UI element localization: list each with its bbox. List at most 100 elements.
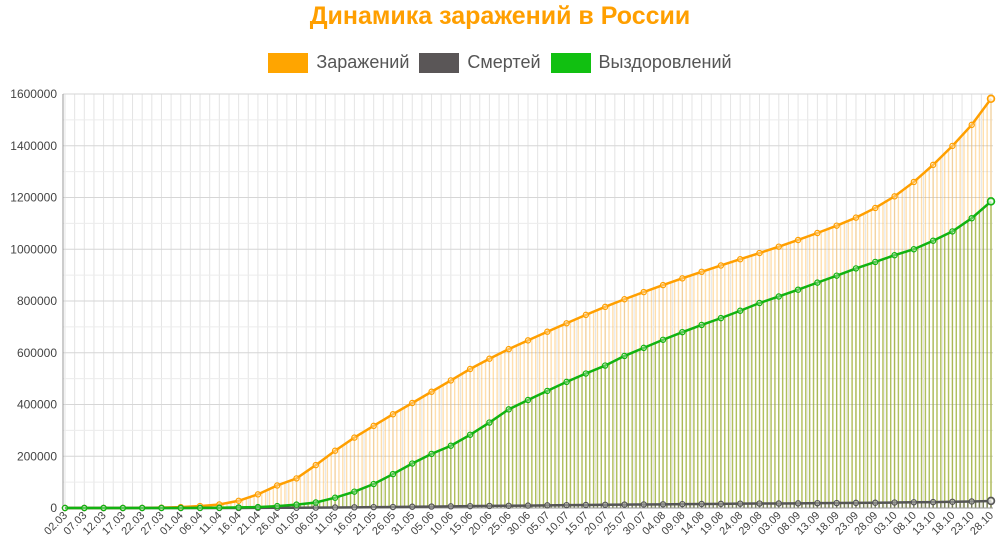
data-point-infections: [370, 422, 377, 430]
data-point-infections: [254, 491, 262, 498]
data-point-recoveries: [698, 321, 705, 329]
data-point-infections: [389, 411, 397, 418]
data-point-recoveries: [601, 362, 609, 369]
data-point-recoveries: [794, 286, 802, 293]
data-point-end-deaths: [986, 496, 996, 506]
data-point-recoveries: [891, 252, 898, 259]
data-point-deaths: [814, 499, 821, 507]
data-point-recoveries: [505, 406, 512, 413]
data-point-infections: [351, 434, 358, 441]
data-point-infections: [910, 178, 918, 186]
data-point-infections: [524, 337, 532, 344]
data-point-infections: [544, 328, 551, 335]
data-point-infections: [293, 475, 300, 482]
data-point-infections: [466, 365, 474, 373]
data-point-deaths: [409, 503, 416, 510]
data-point-infections: [582, 311, 590, 319]
data-point-end-recoveries: [986, 197, 996, 206]
y-tick-label: 800000: [17, 294, 57, 308]
chart-legend: Заражений Смертей Выздоровлений: [0, 52, 1000, 73]
data-point-recoveries: [717, 314, 725, 322]
data-point-recoveries: [100, 504, 107, 512]
data-point-deaths: [659, 501, 667, 508]
data-point-recoveries: [370, 480, 377, 488]
data-point-deaths: [891, 499, 898, 506]
data-point-deaths: [872, 499, 879, 506]
data-point-infections: [833, 222, 840, 229]
data-point-deaths: [698, 500, 705, 508]
data-point-recoveries: [910, 246, 918, 253]
data-point-infections: [563, 320, 570, 327]
data-point-deaths: [794, 500, 802, 507]
data-point-recoveries: [563, 378, 570, 386]
data-point-deaths: [563, 501, 570, 509]
data-point-infections: [872, 204, 879, 212]
data-point-recoveries: [138, 504, 146, 512]
y-tick-label: 400000: [17, 398, 57, 412]
data-point-recoveries: [833, 272, 840, 279]
data-point-deaths: [486, 502, 493, 510]
data-point-recoveries: [331, 494, 339, 501]
legend-label-deaths: Смертей: [467, 52, 541, 72]
legend-label-recoveries: Выздоровлений: [598, 52, 732, 72]
y-tick-label: 1000000: [10, 242, 57, 256]
data-point-deaths: [679, 500, 686, 508]
data-point-infections: [447, 377, 455, 384]
data-point-recoveries: [389, 470, 397, 478]
data-point-infections: [621, 296, 628, 303]
legend-swatch-recoveries: [550, 52, 591, 73]
y-tick-label: 1600000: [10, 87, 57, 101]
data-point-infections: [274, 482, 281, 489]
data-point-recoveries: [254, 503, 262, 511]
data-point-recoveries: [544, 387, 551, 395]
data-point-recoveries: [409, 460, 416, 467]
data-point-infections: [679, 275, 686, 282]
data-point-infections: [756, 249, 763, 257]
data-point-deaths: [929, 498, 937, 506]
data-point-deaths: [544, 502, 551, 509]
data-point-deaths: [756, 500, 763, 507]
data-point-recoveries: [61, 504, 69, 512]
data-point-deaths: [717, 500, 725, 508]
data-point-infections: [428, 388, 435, 395]
data-point-deaths: [601, 501, 609, 509]
y-tick-label: 0: [50, 501, 57, 515]
data-point-infections: [949, 142, 956, 150]
data-point-deaths: [640, 501, 647, 508]
data-point-infections: [409, 399, 416, 407]
legend-swatch-infections: [268, 52, 309, 73]
data-point-deaths: [370, 503, 377, 511]
data-point-deaths: [833, 499, 840, 507]
y-tick-label: 600000: [17, 346, 57, 360]
data-point-recoveries: [852, 265, 860, 272]
data-point-deaths: [505, 502, 512, 509]
legend-swatch-deaths: [419, 52, 460, 73]
legend-label-infections: Заражений: [316, 52, 410, 72]
data-point-recoveries: [177, 504, 184, 512]
data-point-recoveries: [640, 344, 647, 352]
data-point-recoveries: [621, 352, 628, 360]
legend-item-infections[interactable]: Заражений: [268, 52, 409, 73]
legend-item-deaths[interactable]: Смертей: [419, 52, 541, 73]
data-point-infections: [331, 447, 339, 454]
data-point-infections: [486, 355, 493, 362]
data-point-recoveries: [81, 504, 88, 512]
data-point-infections: [505, 345, 512, 353]
data-point-infections: [698, 268, 705, 276]
data-point-infections: [312, 461, 319, 469]
data-point-recoveries: [447, 442, 455, 449]
data-point-recoveries: [312, 499, 319, 506]
data-point-recoveries: [949, 228, 956, 235]
data-point-recoveries: [929, 237, 937, 244]
data-point-recoveries: [428, 450, 435, 458]
data-point-recoveries: [968, 214, 975, 222]
data-point-infections: [968, 121, 975, 129]
data-point-deaths: [524, 502, 532, 509]
data-point-deaths: [775, 500, 782, 507]
data-point-deaths: [621, 501, 628, 508]
data-point-infections: [235, 497, 242, 504]
y-tick-label: 200000: [17, 449, 57, 463]
data-point-recoveries: [216, 504, 223, 511]
legend-item-recoveries[interactable]: Выздоровлений: [550, 52, 732, 73]
